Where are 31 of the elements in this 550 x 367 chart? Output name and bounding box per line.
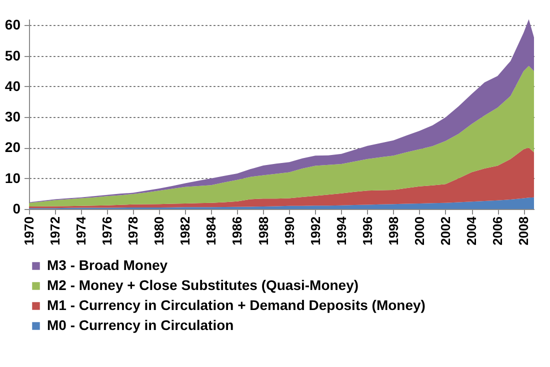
y-tick-label: 50 (4, 47, 21, 64)
x-tick-label: 1982 (178, 216, 193, 246)
x-tick-label: 1984 (204, 216, 219, 246)
x-tick-label: 2008 (516, 216, 532, 246)
x-tick-label: 1970 (22, 216, 36, 246)
x-tick-label: 1986 (230, 216, 245, 246)
x-tick-label: 1988 (256, 216, 271, 246)
y-tick-label: 0 (12, 200, 21, 216)
x-tick-label: 1998 (386, 216, 401, 246)
legend-label: M2 - Money + Close Substitutes (Quasi-Money) (47, 277, 359, 293)
y-tick-label: 10 (4, 170, 21, 186)
x-tick-label: 2000 (412, 216, 427, 246)
y-tick-label: 60 (4, 16, 21, 33)
legend-label: M3 - Broad Money (47, 257, 168, 273)
x-tick-label: 1994 (334, 216, 349, 246)
x-tick-label: 2002 (438, 216, 453, 246)
x-tick-label: 1972 (48, 216, 63, 246)
x-tick-label: 1978 (126, 216, 141, 246)
x-tick-label: 1980 (152, 216, 167, 246)
x-tick-label: 1976 (100, 216, 115, 246)
x-tick-label: 1990 (282, 216, 297, 246)
y-tick-label: 20 (4, 139, 21, 156)
x-tick-label: 2006 (490, 216, 506, 246)
y-tick-label: 40 (4, 78, 21, 94)
y-tick-label: 30 (4, 108, 21, 125)
x-tick-label: 1974 (74, 216, 89, 246)
x-tick-label: 2004 (464, 216, 480, 246)
legend-label: M0 - Currency in Circulation (47, 317, 234, 333)
x-tick-label: 1996 (360, 216, 375, 246)
x-tick-label: 1992 (308, 216, 323, 246)
legend-label: M1 - Currency in Circulation + Demand Deposits (Money) (47, 297, 426, 313)
